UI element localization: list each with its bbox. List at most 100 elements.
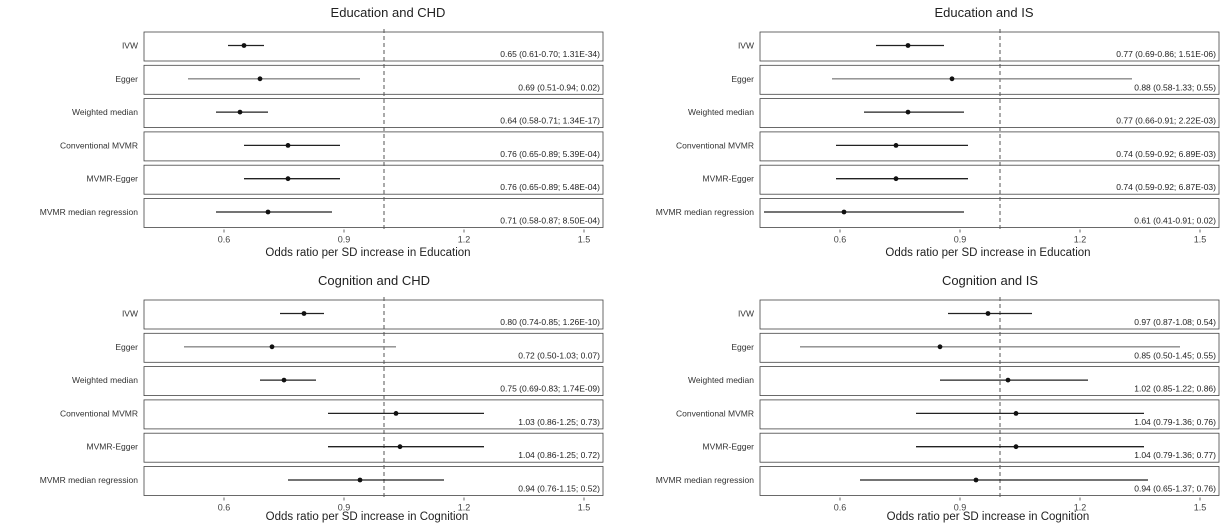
point-estimate bbox=[257, 76, 263, 82]
row-box bbox=[143, 466, 604, 496]
point-estimate bbox=[1005, 377, 1011, 383]
forest-panel-3: Cognition and CHD IVW 0.80 (0.74-0.85; 1.2… bbox=[40, 273, 604, 523]
row-box bbox=[759, 466, 1220, 496]
row-box bbox=[759, 131, 1220, 162]
row-label: IVW bbox=[122, 41, 138, 51]
row-label: MVMR median regression bbox=[40, 207, 139, 217]
row-box bbox=[759, 332, 1220, 363]
point-estimate bbox=[357, 477, 363, 483]
x-tick-label: 1.2 bbox=[458, 235, 471, 245]
point-estimate bbox=[265, 209, 271, 215]
data-label: 1.04 (0.79-1.36; 0.76) bbox=[1134, 417, 1216, 427]
row-box bbox=[759, 64, 1220, 95]
row-label: MVMR-Egger bbox=[703, 174, 755, 184]
row-box bbox=[759, 164, 1220, 195]
row-label: Conventional MVMR bbox=[676, 140, 754, 150]
row-label: MVMR-Egger bbox=[87, 174, 139, 184]
row-box bbox=[143, 164, 604, 195]
data-label: 0.88 (0.58-1.33; 0.55) bbox=[1134, 82, 1216, 92]
data-label: 0.85 (0.50-1.45; 0.55) bbox=[1134, 350, 1216, 360]
data-label: 0.64 (0.58-0.71; 1.34E-17) bbox=[500, 116, 600, 126]
x-axis-label: Odds ratio per SD increase in Cognition bbox=[887, 511, 1090, 523]
row-box bbox=[143, 31, 604, 62]
row-label: Egger bbox=[115, 74, 138, 84]
x-tick-label: 1.2 bbox=[1074, 503, 1087, 513]
data-label: 0.94 (0.76-1.15; 0.52) bbox=[518, 484, 600, 494]
row-box bbox=[143, 299, 604, 330]
row-box bbox=[759, 31, 1220, 62]
x-tick-label: 0.6 bbox=[218, 503, 231, 513]
row-box bbox=[143, 131, 604, 162]
row-label: Weighted median bbox=[72, 107, 138, 117]
data-label: 0.97 (0.87-1.08; 0.54) bbox=[1134, 317, 1216, 327]
point-estimate bbox=[397, 444, 403, 450]
x-axis-label: Odds ratio per SD increase in Cognition bbox=[266, 511, 469, 523]
row-label: Egger bbox=[115, 342, 138, 352]
row-label: IVW bbox=[738, 309, 754, 319]
row-box bbox=[143, 366, 604, 397]
row-box bbox=[759, 432, 1220, 463]
row-box bbox=[143, 399, 604, 430]
row-label: Weighted median bbox=[688, 107, 754, 117]
x-axis-label: Odds ratio per SD increase in Education bbox=[885, 247, 1090, 259]
row-label: Egger bbox=[731, 74, 754, 84]
x-tick-label: 1.2 bbox=[1074, 235, 1087, 245]
row-label: MVMR median regression bbox=[656, 475, 755, 485]
x-tick-label: 1.5 bbox=[1194, 503, 1207, 513]
x-tick-label: 0.6 bbox=[834, 503, 847, 513]
point-estimate bbox=[841, 209, 847, 215]
x-tick-label: 1.5 bbox=[578, 503, 591, 513]
data-label: 0.61 (0.41-0.91; 0.02) bbox=[1134, 216, 1216, 226]
panel-title: Cognition and CHD bbox=[318, 273, 430, 288]
point-estimate bbox=[949, 76, 955, 82]
row-label: IVW bbox=[122, 309, 138, 319]
panel-title: Education and IS bbox=[934, 5, 1033, 20]
point-estimate bbox=[241, 43, 247, 48]
data-label: 1.04 (0.86-1.25; 0.72) bbox=[518, 450, 600, 460]
data-label: 0.77 (0.69-0.86; 1.51E-06) bbox=[1116, 49, 1216, 59]
point-estimate bbox=[893, 176, 899, 182]
point-estimate bbox=[269, 344, 275, 350]
row-box bbox=[143, 332, 604, 363]
row-label: MVMR median regression bbox=[656, 207, 755, 217]
x-tick-label: 1.5 bbox=[578, 235, 591, 245]
point-estimate bbox=[985, 311, 991, 316]
row-box bbox=[759, 198, 1220, 228]
point-estimate bbox=[1013, 411, 1019, 416]
data-label: 1.03 (0.86-1.25; 0.73) bbox=[518, 417, 600, 427]
point-estimate bbox=[893, 143, 899, 148]
x-tick-label: 0.9 bbox=[338, 235, 351, 245]
point-estimate bbox=[905, 43, 911, 48]
data-label: 0.80 (0.74-0.85; 1.26E-10) bbox=[500, 317, 600, 327]
data-label: 0.72 (0.50-1.03; 0.07) bbox=[518, 350, 600, 360]
point-estimate bbox=[237, 109, 243, 115]
row-box bbox=[143, 64, 604, 95]
data-label: 0.75 (0.69-0.83; 1.74E-09) bbox=[500, 384, 600, 394]
row-label: Conventional MVMR bbox=[60, 408, 138, 418]
row-box bbox=[143, 98, 604, 128]
row-label: IVW bbox=[738, 41, 754, 51]
row-label: MVMR-Egger bbox=[703, 442, 755, 452]
point-estimate bbox=[301, 311, 307, 316]
row-label: Weighted median bbox=[72, 375, 138, 385]
x-tick-label: 0.9 bbox=[954, 503, 967, 513]
x-tick-label: 0.6 bbox=[218, 235, 231, 245]
row-label: Conventional MVMR bbox=[60, 140, 138, 150]
data-label: 0.94 (0.65-1.37; 0.76) bbox=[1134, 484, 1216, 494]
point-estimate bbox=[905, 109, 911, 115]
row-label: MVMR median regression bbox=[40, 475, 139, 485]
forest-panel-4: Cognition and IS IVW 0.97 (0.87-1.08; 0.54… bbox=[656, 273, 1220, 523]
point-estimate bbox=[285, 143, 291, 148]
panel-title: Cognition and IS bbox=[942, 273, 1038, 288]
data-label: 0.74 (0.59-0.92; 6.89E-03) bbox=[1116, 149, 1216, 159]
forest-panel-2: Education and IS IVW 0.77 (0.69-0.86; 1.51… bbox=[656, 5, 1220, 259]
row-box bbox=[143, 198, 604, 228]
x-tick-label: 1.5 bbox=[1194, 235, 1207, 245]
row-label: MVMR-Egger bbox=[87, 442, 139, 452]
x-tick-label: 0.6 bbox=[834, 235, 847, 245]
point-estimate bbox=[285, 176, 291, 182]
data-label: 0.71 (0.58-0.87; 8.50E-04) bbox=[500, 216, 600, 226]
row-box bbox=[759, 399, 1220, 430]
row-box bbox=[759, 366, 1220, 397]
row-box bbox=[759, 299, 1220, 330]
